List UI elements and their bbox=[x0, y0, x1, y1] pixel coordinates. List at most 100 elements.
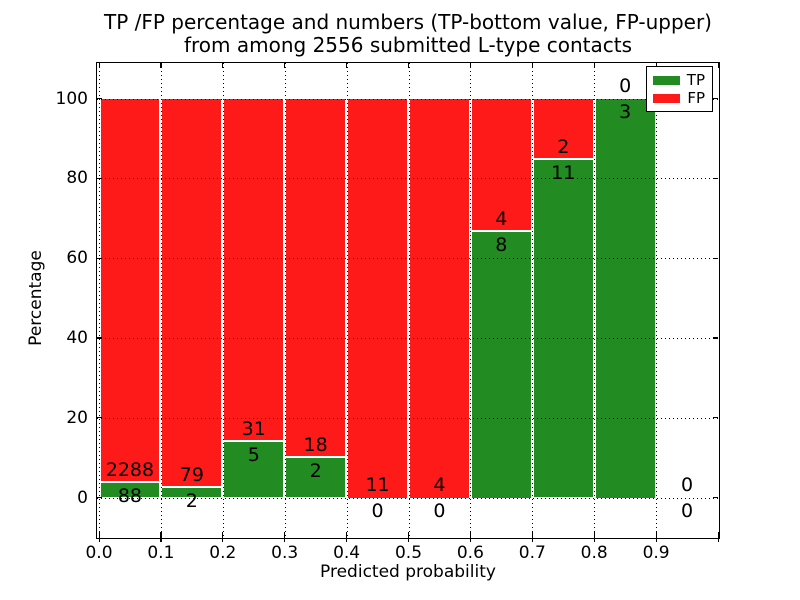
y-tick-mark bbox=[713, 257, 718, 259]
fp-count-label: 4 bbox=[433, 473, 446, 496]
legend: TP FP bbox=[646, 66, 713, 112]
tp-count-label: 2 bbox=[309, 459, 322, 482]
x-tick-mark bbox=[160, 532, 162, 542]
bar-fp-segment bbox=[410, 98, 469, 498]
x-tick-mark bbox=[469, 63, 472, 68]
legend-item: TP bbox=[653, 71, 705, 89]
x-tick-mark bbox=[222, 532, 224, 542]
chart-title-line1: TP /FP percentage and numbers (TP-bottom… bbox=[104, 10, 712, 34]
gridline-vertical bbox=[470, 63, 472, 537]
y-tick-mark bbox=[97, 177, 102, 179]
bar-tp-segment bbox=[286, 457, 346, 498]
gridline-vertical bbox=[408, 63, 410, 537]
y-tick-mark bbox=[713, 337, 718, 339]
x-tick-label: 0.4 bbox=[333, 543, 361, 563]
bar-tp-segment bbox=[224, 442, 284, 498]
legend-label: FP bbox=[687, 89, 705, 107]
bar-tp-segment bbox=[595, 98, 655, 498]
y-tick-label: 40 bbox=[66, 327, 88, 348]
tp-count-label: 0 bbox=[681, 499, 694, 522]
tp-count-label: 2 bbox=[185, 489, 198, 512]
bar-fp-segment bbox=[348, 98, 407, 498]
x-tick-label: 0.1 bbox=[147, 543, 175, 563]
y-tick-label: 0 bbox=[77, 487, 88, 508]
x-tick-label: 0.6 bbox=[456, 543, 484, 563]
bar-fp-segment bbox=[471, 98, 531, 230]
x-tick-mark bbox=[655, 63, 657, 68]
gridline-vertical bbox=[594, 63, 596, 537]
x-axis-label: Predicted probability bbox=[320, 562, 496, 582]
gridline-vertical bbox=[99, 63, 100, 537]
bar-tp-segment bbox=[100, 482, 160, 498]
bar-fp-segment bbox=[533, 98, 593, 158]
x-tick-mark bbox=[655, 532, 657, 542]
gridline-horizontal bbox=[97, 497, 718, 499]
x-tick-mark bbox=[346, 532, 348, 542]
x-tick-label: 0.9 bbox=[642, 543, 670, 563]
y-tick-mark bbox=[97, 337, 102, 339]
y-tick-label: 80 bbox=[66, 168, 88, 189]
fp-count-label: 0 bbox=[619, 74, 632, 97]
fp-count-label: 79 bbox=[179, 463, 204, 486]
gridline-horizontal bbox=[97, 417, 718, 419]
y-tick-label: 60 bbox=[66, 248, 88, 269]
tp-count-label: 5 bbox=[247, 444, 260, 467]
bar-fp-segment bbox=[162, 98, 222, 486]
bar-fp-segment bbox=[286, 98, 346, 456]
y-tick-mark bbox=[713, 98, 718, 100]
x-tick-mark bbox=[717, 63, 719, 68]
bar-fp-segment bbox=[100, 98, 160, 481]
fp-count-label: 0 bbox=[681, 473, 694, 496]
legend-swatch-fp bbox=[653, 93, 680, 103]
gridline-vertical bbox=[284, 63, 286, 537]
y-tick-label: 100 bbox=[55, 88, 88, 109]
gridline-horizontal bbox=[97, 258, 718, 260]
x-tick-mark bbox=[98, 63, 100, 68]
fp-count-label: 2 bbox=[557, 135, 570, 158]
gridline-horizontal bbox=[97, 98, 718, 100]
x-tick-mark bbox=[284, 63, 286, 68]
tp-count-label: 11 bbox=[551, 161, 576, 184]
tp-count-label: 8 bbox=[495, 233, 508, 256]
y-tick-mark bbox=[713, 497, 718, 499]
x-tick-label: 0.8 bbox=[580, 543, 608, 563]
bar-tp-segment bbox=[533, 159, 593, 498]
x-tick-label: 0.0 bbox=[85, 543, 113, 563]
x-tick-label: 0.7 bbox=[518, 543, 546, 563]
x-tick-label: 0.5 bbox=[394, 543, 423, 563]
plot-area: 2288 88 79 2 31 5 18 2 11 0 4 0 4 8 2 11 0 3 0 0 0.0 0.1 0.2 0.… bbox=[56, 62, 720, 563]
x-tick-mark bbox=[469, 532, 472, 542]
y-tick-mark bbox=[97, 417, 102, 419]
bar-fp-segment bbox=[224, 98, 284, 441]
fp-count-label: 31 bbox=[241, 418, 266, 441]
x-tick-mark bbox=[531, 532, 533, 542]
x-tick-mark bbox=[408, 63, 410, 68]
chart-title: TP /FP percentage and numbers (TP-bottom… bbox=[96, 11, 720, 57]
bar-tp-segment bbox=[471, 231, 531, 498]
gridline-vertical bbox=[532, 63, 534, 537]
legend-swatch-tp bbox=[653, 75, 680, 85]
tp-count-label: 0 bbox=[433, 499, 446, 522]
tp-count-label: 3 bbox=[619, 100, 632, 123]
legend-label: TP bbox=[686, 71, 705, 89]
gridline-horizontal bbox=[97, 337, 718, 339]
gridline-horizontal bbox=[97, 178, 718, 180]
fp-count-label: 11 bbox=[365, 473, 390, 496]
tp-count-label: 88 bbox=[117, 484, 143, 507]
x-tick-mark bbox=[531, 63, 533, 68]
x-tick-mark bbox=[593, 63, 595, 68]
gridline-vertical bbox=[656, 63, 658, 537]
tp-count-label: 0 bbox=[371, 499, 384, 522]
y-tick-mark bbox=[713, 417, 718, 419]
fp-count-label: 2288 bbox=[105, 458, 155, 481]
x-tick-mark bbox=[717, 532, 719, 542]
bar-tp-segment bbox=[162, 487, 222, 498]
x-tick-mark bbox=[160, 63, 162, 68]
y-tick-mark bbox=[97, 257, 102, 259]
y-tick-mark bbox=[97, 98, 102, 100]
x-tick-label: 0.2 bbox=[209, 543, 237, 563]
x-tick-mark bbox=[284, 532, 286, 542]
x-tick-mark bbox=[98, 532, 100, 542]
y-tick-mark bbox=[97, 497, 102, 499]
